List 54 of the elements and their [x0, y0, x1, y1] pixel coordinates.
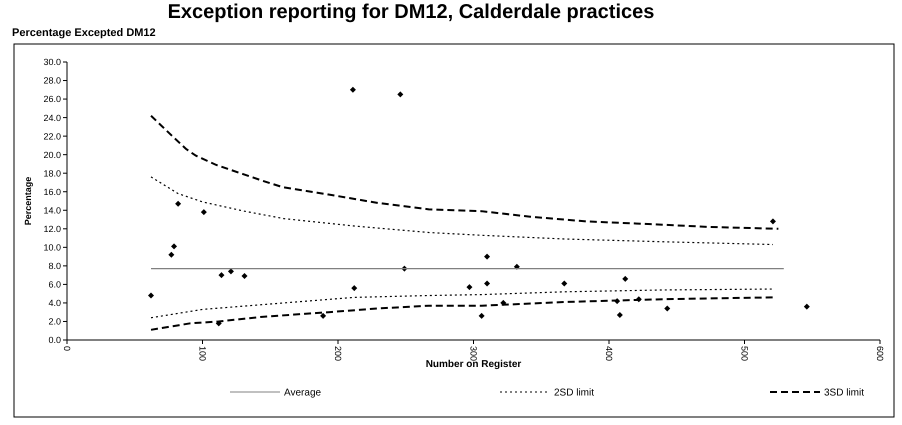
y-tick-label: 24.0	[43, 112, 61, 123]
x-tick-label: 200	[332, 346, 343, 362]
point	[218, 272, 224, 278]
legend-label: 2SD limit	[554, 388, 594, 398]
legend-label: 3SD limit	[824, 388, 864, 398]
point	[622, 276, 628, 282]
x-tick-label: 100	[197, 346, 208, 362]
point	[242, 273, 248, 280]
point	[200, 209, 207, 216]
point	[561, 280, 568, 286]
y-tick-label: 10.0	[43, 242, 61, 252]
point	[804, 304, 810, 310]
y-axis-title: Percentage	[23, 176, 33, 226]
line-series	[150, 296, 774, 331]
y-tick-label: 4.0	[48, 298, 61, 308]
point	[397, 91, 404, 98]
point	[351, 285, 358, 292]
point	[466, 284, 472, 290]
point	[168, 252, 174, 258]
y-tick-label: 8.0	[48, 261, 61, 272]
point	[770, 218, 776, 224]
point	[664, 305, 670, 312]
point	[484, 254, 490, 260]
y-tick-label: 28.0	[43, 76, 61, 86]
y-tick-label: 20.0	[43, 150, 61, 160]
x-tick-label: 600	[874, 346, 885, 362]
legend-label: Average	[284, 388, 322, 398]
point	[484, 280, 490, 286]
line-series	[150, 114, 780, 230]
x-tick-label: 500	[739, 346, 750, 362]
point	[148, 292, 154, 299]
y-tick-label: 30.0	[43, 57, 61, 68]
y-tick-label: 14.0	[43, 205, 61, 216]
point	[350, 86, 356, 93]
x-tick-label: 0	[62, 346, 72, 352]
line-series	[150, 176, 774, 246]
y-tick-label: 22.0	[43, 131, 61, 142]
point	[320, 312, 326, 319]
line-series	[150, 288, 774, 318]
y-tick-label: 12.0	[43, 224, 61, 234]
y-tick-label: 0.0	[48, 335, 61, 346]
point	[616, 312, 623, 318]
point	[175, 200, 182, 207]
x-tick-label: 300	[468, 346, 478, 362]
y-tick-label: 6.0	[48, 280, 61, 290]
y-tick-label: 18.0	[43, 168, 61, 178]
y-tick-label: 2.0	[48, 316, 61, 327]
point	[171, 243, 178, 250]
y-tick-label: 16.0	[43, 186, 61, 197]
point	[478, 312, 485, 319]
y-tick-label: 26.0	[43, 94, 61, 104]
chart-subtitle: Percentage Excepted DM12	[12, 27, 156, 39]
x-tick-label: 400	[604, 346, 614, 362]
chart-title: Exception reporting for DM12, Calderdale practices	[168, 1, 654, 23]
